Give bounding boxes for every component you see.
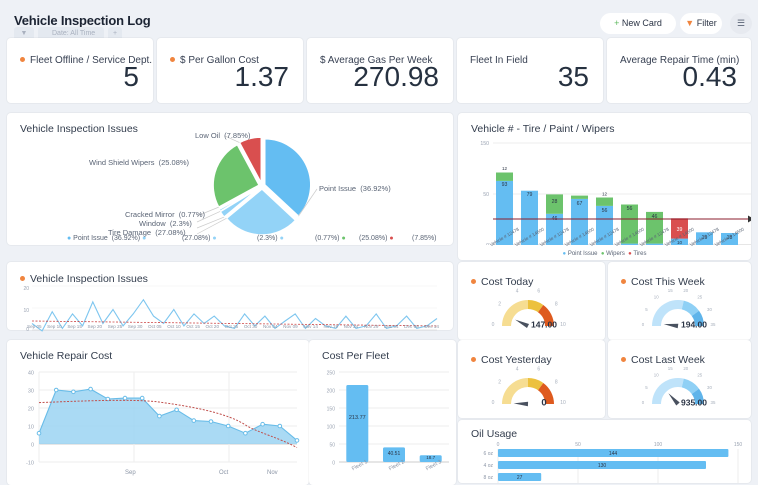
svg-text:0: 0 (642, 400, 645, 405)
svg-text:25: 25 (697, 295, 702, 300)
svg-text:35: 35 (711, 322, 716, 327)
svg-text:35: 35 (711, 400, 716, 405)
svg-text:150: 150 (480, 141, 489, 147)
svg-text:27: 27 (517, 475, 523, 481)
svg-text:100: 100 (327, 425, 336, 431)
svg-text:200: 200 (327, 389, 336, 395)
svg-text:250: 250 (327, 371, 336, 377)
svg-text:213.77: 213.77 (349, 415, 366, 421)
svg-text:5: 5 (645, 307, 648, 312)
svg-text:10: 10 (23, 308, 29, 314)
svg-text:18.7: 18.7 (426, 455, 435, 460)
svg-text:25: 25 (697, 373, 702, 378)
svg-text:6 oz: 6 oz (484, 451, 494, 457)
svg-text:6: 6 (537, 289, 540, 295)
svg-text:2: 2 (498, 379, 501, 385)
svg-text:40: 40 (28, 371, 34, 377)
svg-text:30: 30 (707, 307, 712, 312)
svg-text:10: 10 (560, 322, 566, 328)
svg-text:0: 0 (332, 461, 335, 467)
svg-text:194.00: 194.00 (681, 320, 707, 330)
svg-text:56: 56 (602, 208, 608, 214)
svg-text:130: 130 (598, 463, 607, 469)
svg-text:0: 0 (642, 322, 645, 327)
svg-text:0: 0 (492, 322, 495, 328)
svg-text:50: 50 (483, 192, 489, 198)
svg-text:8: 8 (555, 379, 558, 385)
svg-text:79: 79 (527, 192, 533, 198)
svg-text:144: 144 (609, 451, 618, 457)
svg-text:10: 10 (28, 425, 34, 431)
svg-text:20: 20 (28, 407, 34, 413)
svg-text:935.00: 935.00 (681, 398, 707, 408)
svg-text:-10: -10 (26, 461, 34, 467)
svg-text:30: 30 (707, 385, 712, 390)
svg-text:0: 0 (492, 400, 495, 406)
svg-text:0: 0 (497, 442, 500, 448)
svg-text:150: 150 (327, 407, 336, 413)
svg-text:50: 50 (575, 442, 581, 448)
svg-text:4 oz: 4 oz (484, 463, 494, 469)
svg-text:67: 67 (577, 201, 583, 207)
svg-text:5: 5 (645, 385, 648, 390)
svg-text:28: 28 (552, 199, 558, 205)
svg-text:0: 0 (541, 398, 546, 409)
svg-text:8 oz: 8 oz (484, 475, 494, 481)
svg-text:2: 2 (498, 301, 501, 307)
svg-text:10: 10 (654, 295, 659, 300)
svg-text:40.51: 40.51 (388, 451, 401, 457)
svg-text:147.00: 147.00 (531, 320, 557, 330)
svg-text:0: 0 (31, 443, 34, 449)
svg-text:12: 12 (502, 166, 508, 171)
svg-text:56: 56 (627, 206, 633, 212)
svg-text:30: 30 (28, 389, 34, 395)
svg-text:50: 50 (329, 443, 335, 449)
svg-text:8: 8 (555, 301, 558, 307)
svg-text:150: 150 (734, 442, 743, 448)
svg-text:93: 93 (502, 182, 508, 188)
svg-text:100: 100 (654, 442, 663, 448)
svg-text:10: 10 (654, 373, 659, 378)
svg-text:12: 12 (602, 192, 608, 197)
svg-text:10: 10 (560, 400, 566, 406)
